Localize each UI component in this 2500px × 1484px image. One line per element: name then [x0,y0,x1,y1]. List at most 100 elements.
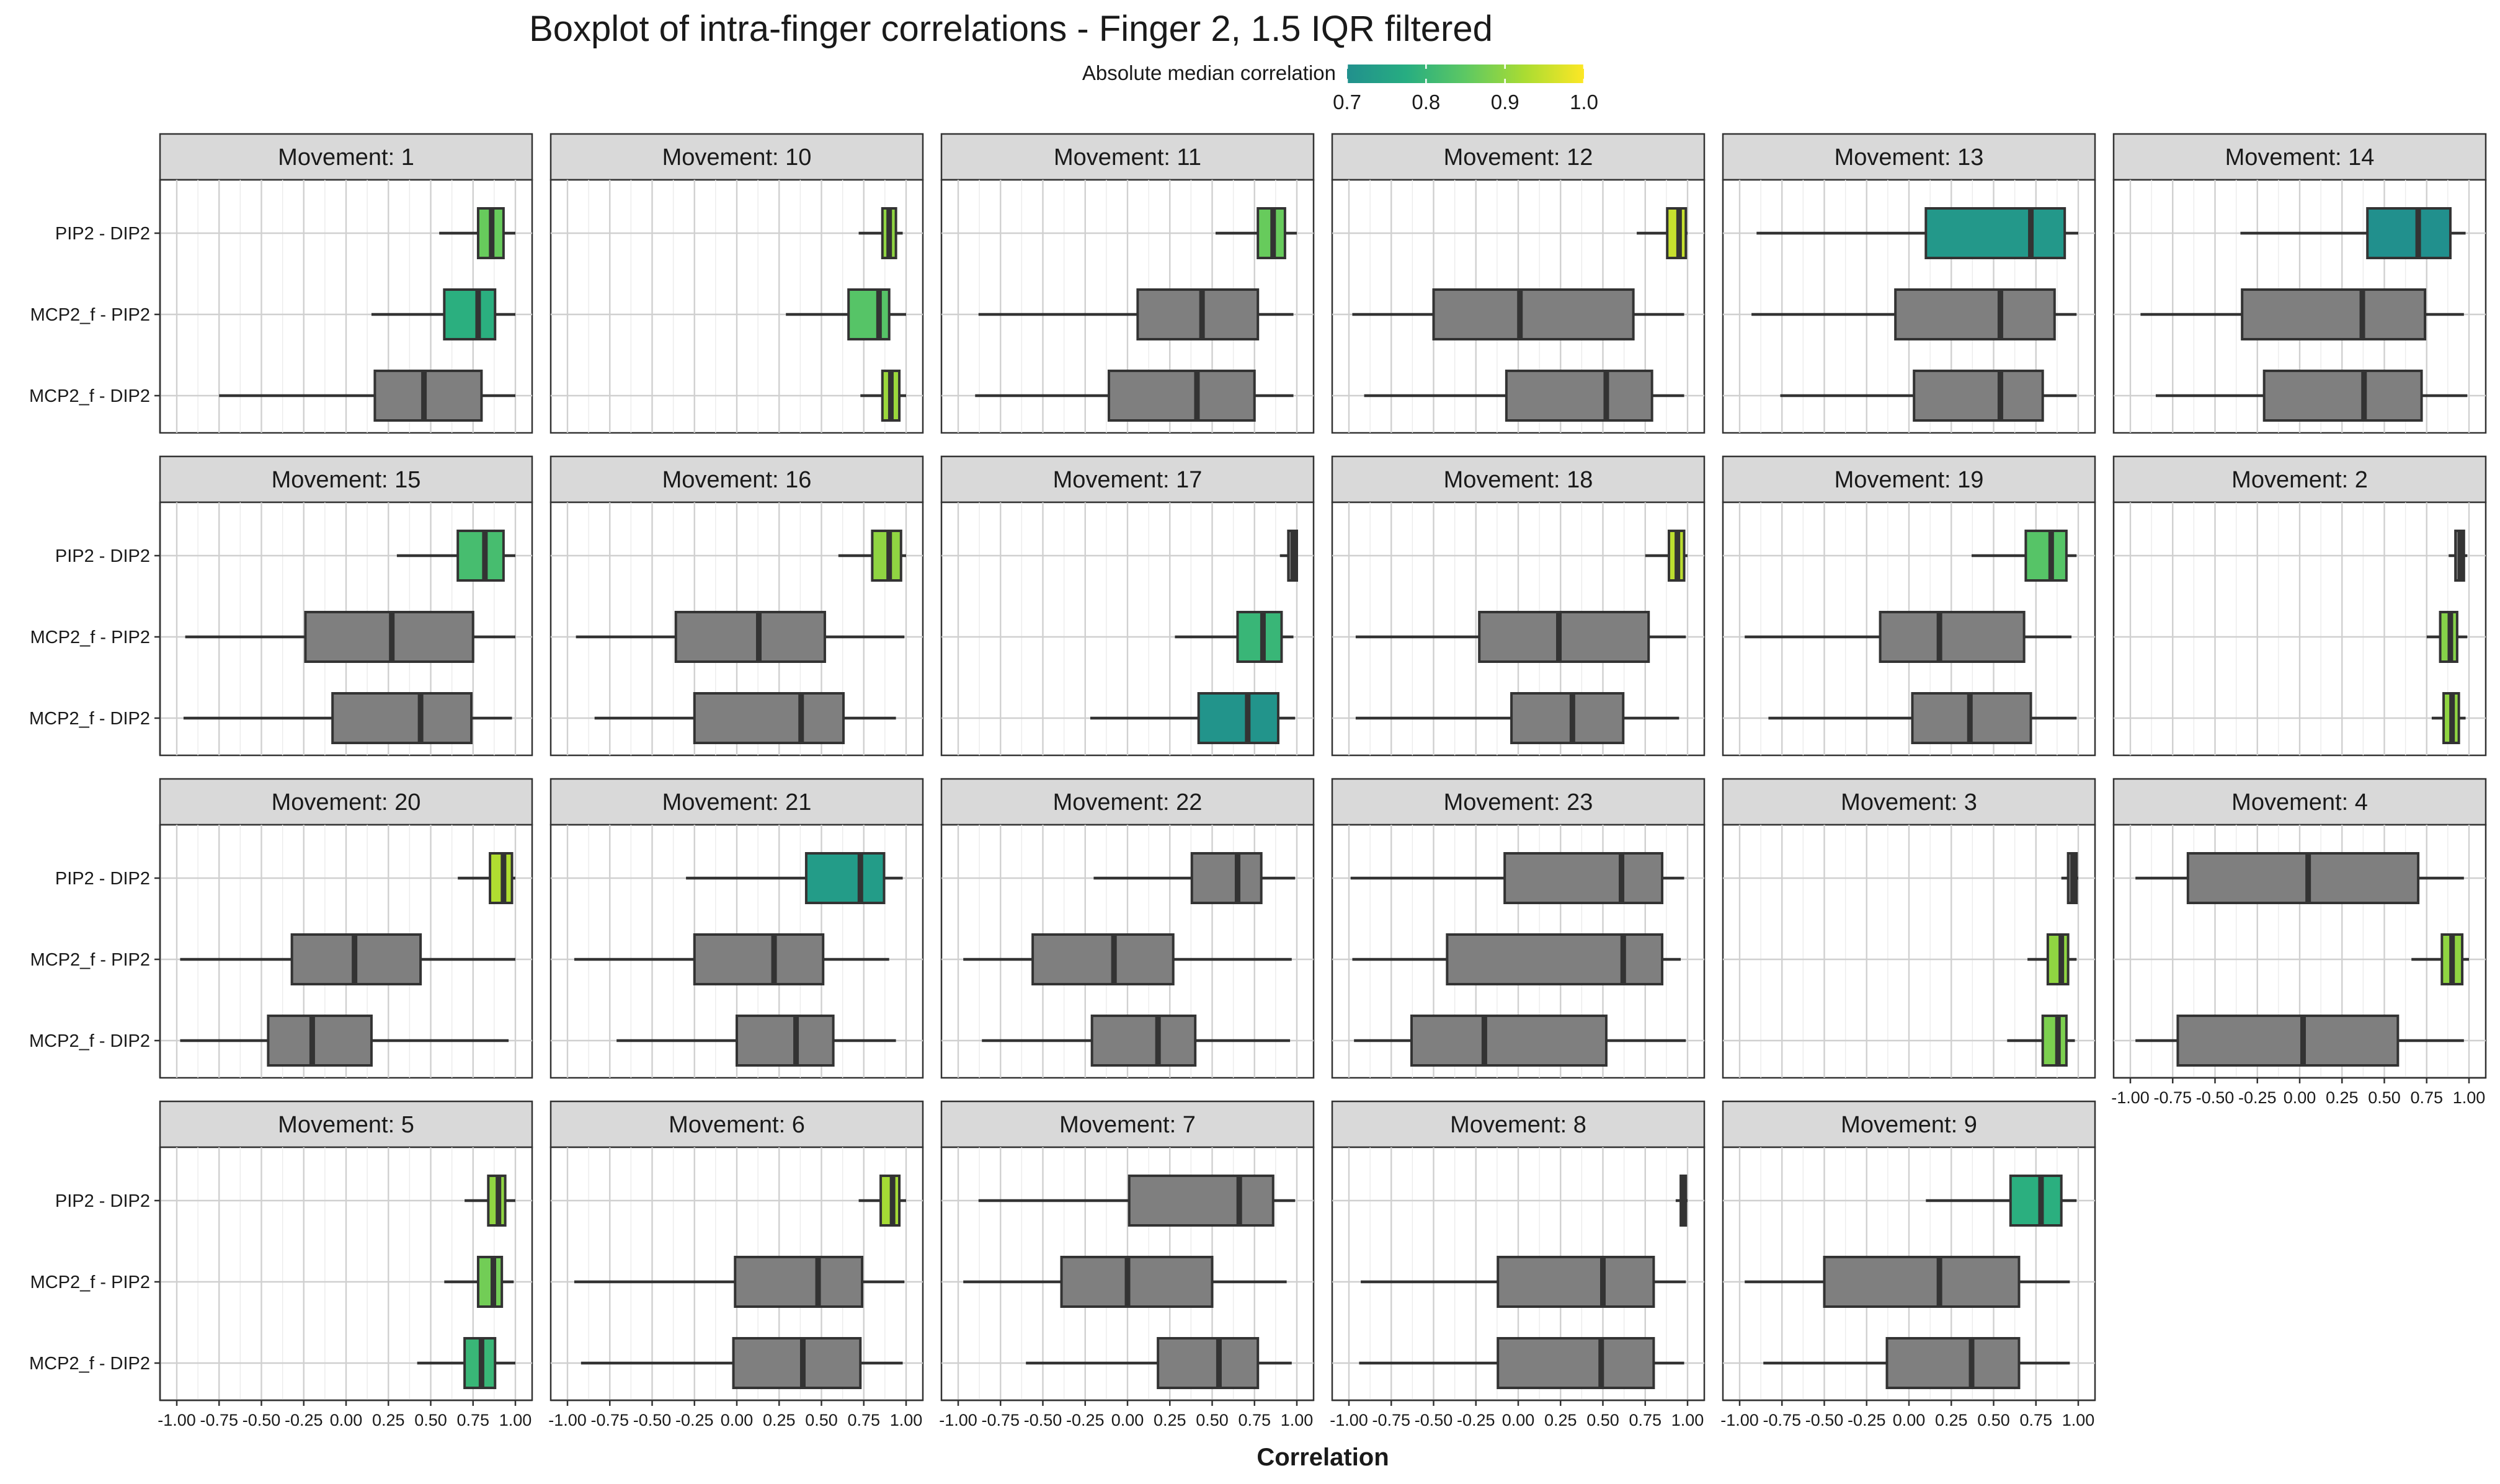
y-tick-label: PIP2 - DIP2 [55,546,150,566]
facet-strip-label: Movement: 3 [1841,789,1977,815]
x-tick-label: -0.75 [2153,1088,2192,1107]
x-tick-label: -1.00 [939,1411,977,1429]
x-tick-label: 0.00 [1893,1411,1926,1429]
box [458,852,515,904]
box-body [1497,1256,1655,1308]
facet-strip [549,778,924,826]
facet-panel: Movement: 22 [940,778,1315,1079]
facet-panel: Movement: 13 [1722,133,2096,434]
box-body [2024,530,2068,582]
box [2411,933,2469,985]
facet-strip-label: Movement: 17 [1053,467,1203,493]
facet-panel: Movement: 8 -1.00 -0.75 -0.50 -0.25 0.00 0.25 0… [1330,1100,1706,1429]
box-body [1497,1337,1655,1389]
box-body [804,852,886,904]
facet-panel: Movement: 3 [1722,778,2096,1079]
box [963,1256,1287,1308]
box-body [2176,1015,2400,1067]
box-body [1410,1015,1608,1067]
box-body [2041,1015,2068,1067]
facet-strip-label: Movement: 5 [278,1112,414,1138]
facet-strip-label: Movement: 18 [1444,467,1593,493]
x-tick-label: 0.00 [1111,1411,1144,1429]
facet-panels: Movement: 1 PIP2 - DIP2 MCP2_f - PIP2 MCP2_… [29,133,2487,1429]
x-tick-label: -0.50 [1415,1411,1453,1429]
x-tick-label: 0.50 [414,1411,447,1429]
y-tick-label: MCP2_f - DIP2 [29,386,150,406]
y-tick-label: MCP2_f - DIP2 [29,709,150,729]
facet-panel: Movement: 14 [2112,133,2487,434]
box [180,1015,509,1067]
facet-strip-label: Movement: 19 [1835,467,1984,493]
box [1279,530,1299,582]
facet-panel: Movement: 16 [549,455,924,757]
facet-strip-label: Movement: 23 [1444,789,1593,815]
box [1745,611,2072,663]
box [1355,611,1686,663]
x-tick-label: -0.25 [2238,1088,2277,1107]
facet-strip [159,133,533,181]
x-tick-label: 0.50 [2368,1088,2401,1107]
box [2155,370,2468,422]
box [2449,530,2468,582]
x-tick-label: 0.50 [805,1411,838,1429]
facet-panel: Movement: 12 [1331,133,1706,434]
facet-strip-label: Movement: 4 [2231,789,2368,815]
facet-strip [549,133,924,181]
x-tick-label: -1.00 [548,1411,587,1429]
box-body [1913,370,2044,422]
box [2426,611,2468,663]
box [1350,852,1684,904]
box-body [1879,611,2026,663]
colorbar [1347,64,1584,83]
x-tick-label: 0.25 [1154,1411,1186,1429]
box [1972,530,2077,582]
facet-strip [1331,455,1706,504]
x-tick-label: 1.00 [1671,1411,1704,1429]
box [1768,692,2077,744]
box [860,370,906,422]
box-body [1505,370,1653,422]
facet-panel: Movement: 21 [549,778,924,1079]
x-tick-label: 0.75 [2019,1411,2052,1429]
box-body [1190,852,1263,904]
x-tick-label: 1.00 [1281,1411,1314,1429]
box-body [2009,1175,2063,1227]
facet-panel: Movement: 15 PIP2 - DIP2 MCP2_f - PIP2 MCP2… [29,455,533,757]
box-body [2241,288,2427,340]
box [1756,207,2078,259]
box [574,1256,905,1308]
facet-panel: Movement: 11 [940,133,1315,434]
box [1355,692,1679,744]
facet-panel: Movement: 1 PIP2 - DIP2 MCP2_f - PIP2 MCP2_… [29,133,533,434]
box [1093,852,1296,904]
x-tick-label: -0.75 [1372,1411,1410,1429]
box-body [1503,852,1664,904]
box [978,1175,1296,1227]
facet-strip [549,1100,924,1149]
box-body [1510,692,1625,744]
box [1745,1256,2070,1308]
box [2061,852,2078,904]
x-tick-label: 0.50 [1977,1411,2010,1429]
box [963,933,1292,985]
box-body [373,370,483,422]
x-tick-label: -0.75 [1763,1411,1801,1429]
box-body [1031,933,1175,985]
facet-strip [2112,133,2487,181]
legend-title: Absolute median correlation [1082,61,1336,84]
y-tick-label: MCP2_f - PIP2 [30,950,150,970]
box [1364,370,1684,422]
facet-strip [1722,455,2096,504]
box [978,288,1294,340]
box-body [693,692,845,744]
x-tick-label: 1.00 [2062,1411,2095,1429]
box-body [1107,370,1256,422]
y-tick-label: PIP2 - DIP2 [55,869,150,889]
box [1352,288,1684,340]
box-body [1128,1175,1274,1227]
box-body [1236,611,1283,663]
box [185,611,515,663]
y-tick-label: MCP2_f - DIP2 [29,1354,150,1374]
box [371,288,515,340]
